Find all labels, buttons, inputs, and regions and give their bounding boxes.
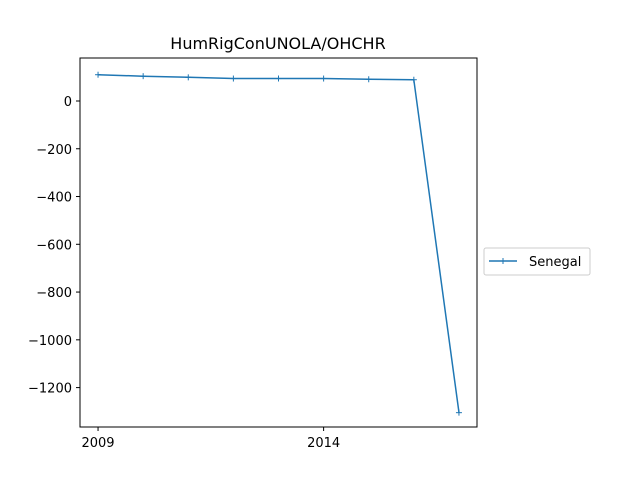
data-point [365, 76, 372, 83]
y-tick-label: −200 [36, 143, 72, 158]
data-point [140, 73, 147, 80]
data-point [185, 74, 192, 81]
plot-area [95, 71, 462, 416]
legend-label: Senegal [529, 255, 581, 270]
chart-title: HumRigConUNOLA/OHCHR [170, 34, 385, 53]
plot-frame [79, 57, 478, 428]
series-line-0 [97, 73, 460, 413]
legend: Senegal [483, 247, 591, 276]
data-point [95, 71, 102, 78]
y-tick-label: 0 [64, 95, 72, 110]
axes: 0 −200 −400 −600 −800 −1000 −1200 2009 2014 [28, 95, 340, 451]
x-tick-label: 2014 [307, 436, 340, 451]
data-point [455, 409, 462, 416]
data-point [230, 75, 237, 82]
data-point [410, 76, 417, 83]
legend-marker [500, 258, 506, 264]
y-tick-label: −600 [36, 238, 72, 253]
y-tick-label: −1200 [28, 382, 72, 397]
x-tick-label: 2009 [81, 436, 114, 451]
data-point [275, 75, 282, 82]
y-tick-label: −1000 [28, 334, 72, 349]
y-tick-label: −800 [36, 286, 72, 301]
y-tick-label: −400 [36, 191, 72, 206]
data-point [320, 75, 327, 82]
legend-box [483, 247, 591, 276]
